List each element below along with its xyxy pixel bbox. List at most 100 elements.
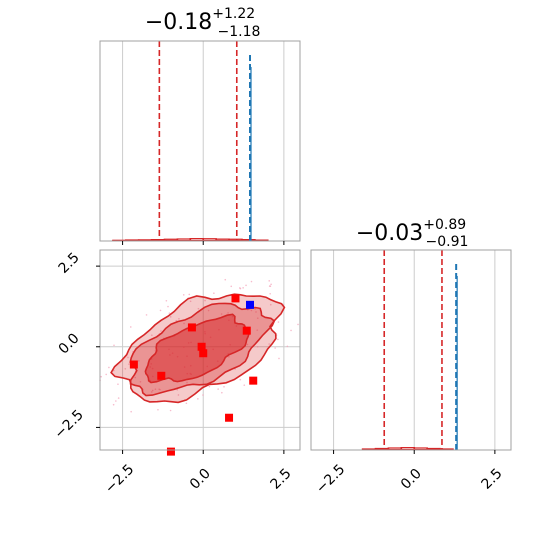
title-plus: +1.22 [212,6,255,22]
sample-dot [127,356,129,359]
sample-dot [202,394,204,396]
sample-dot [183,322,185,325]
sample-dot [168,312,171,314]
sample-dot [256,317,259,319]
blue-point [246,300,254,309]
red-point [166,447,175,456]
sample-dot [117,397,120,399]
sample-dot [175,319,178,322]
joint-scatter-contour: −2.5 0.0 2.5 −2.5 0.0 2.5 [51,249,301,497]
sample-dot [165,299,168,302]
sample-dot [250,309,253,312]
sample-dot [177,394,180,396]
sample-dot [297,323,299,326]
title-param-1: −0.18+1.22 [145,6,255,35]
sample-dot [108,366,110,369]
sample-dot [159,309,162,312]
sample-dot [186,381,188,384]
sample-dot [228,355,230,358]
sample-dot [278,357,280,360]
sample-dot [220,313,223,315]
x-tick-label: 2.5 [268,466,295,493]
grid-lines [122,41,285,241]
sample-dot [197,398,199,400]
sample-dot [150,391,153,393]
sample-dot [129,326,132,328]
red-point [242,326,251,335]
sample-dot [100,375,102,378]
sample-dot [256,345,259,348]
sample-dot [277,338,279,341]
axes-frame [99,40,301,242]
sample-dot [224,278,227,281]
x-tick-label: 0.0 [187,466,214,493]
title-median: −0.03 [356,221,423,246]
sample-dot [188,293,191,296]
title-median: −0.18 [145,10,212,35]
sample-dot [221,391,223,394]
sample-dot [182,294,185,296]
y-tick-label: 2.5 [56,250,83,277]
sample-dot [115,400,117,402]
x-ticks [122,241,285,245]
title-plus: +0.89 [423,217,466,233]
sample-dot [158,388,160,390]
sample-dot [207,309,210,312]
title-minus-param-2: −0.91 [426,234,469,250]
sample-dot [246,343,249,346]
x-tick-label: 0.0 [398,466,425,493]
red-point [157,371,166,380]
sample-dot [134,376,137,379]
x-tick-label: 2.5 [479,466,506,493]
sample-dot [239,287,242,290]
axes-frame [310,249,512,451]
sample-dot [245,284,247,287]
sample-dot [154,388,157,391]
sample-dot [230,285,233,288]
sample-dot [256,329,259,331]
sample-dot [105,373,107,376]
sample-dot [160,330,162,332]
red-point [231,294,240,303]
sample-dot [277,321,280,323]
sample-dot [286,345,289,348]
sample-dot [151,389,154,392]
marginal-histogram-param-2: −2.5 0.0 2.5 −0.03+0.89 −0.91 [310,217,512,497]
x-tick-label: −2.5 [102,461,137,496]
marginal-histogram-param-1: −0.18+1.22 −1.18 [99,6,301,245]
sample-dot [243,384,246,386]
sample-dot [269,285,272,288]
sample-dot [250,280,253,283]
sample-dot [217,388,219,390]
sample-dot [290,329,292,332]
sample-dot [176,389,179,391]
sample-dot [151,334,153,337]
red-point [197,342,206,351]
sample-dot [227,312,229,314]
red-point [187,323,196,332]
sample-dot [169,409,172,412]
sample-dot [124,367,127,370]
sample-dot [254,308,257,310]
title-minus-param-1: −1.18 [218,24,261,40]
sample-dot [269,303,272,306]
sample-dot [204,299,206,302]
sample-dot [145,314,148,316]
sample-dot [178,317,180,320]
sample-dot [242,287,244,289]
red-point [249,376,258,385]
sample-dot [239,378,242,381]
sample-dot [268,280,271,282]
sample-dot [274,347,276,349]
scatter-points [129,294,258,456]
sample-dot [157,408,159,411]
red-point [225,413,234,422]
sample-dot [270,283,272,286]
sample-dot [269,292,271,295]
sample-dot [138,360,140,362]
sample-dot [189,300,192,303]
sample-dot [117,383,119,386]
sample-dot [130,410,132,413]
red-point [199,349,208,358]
